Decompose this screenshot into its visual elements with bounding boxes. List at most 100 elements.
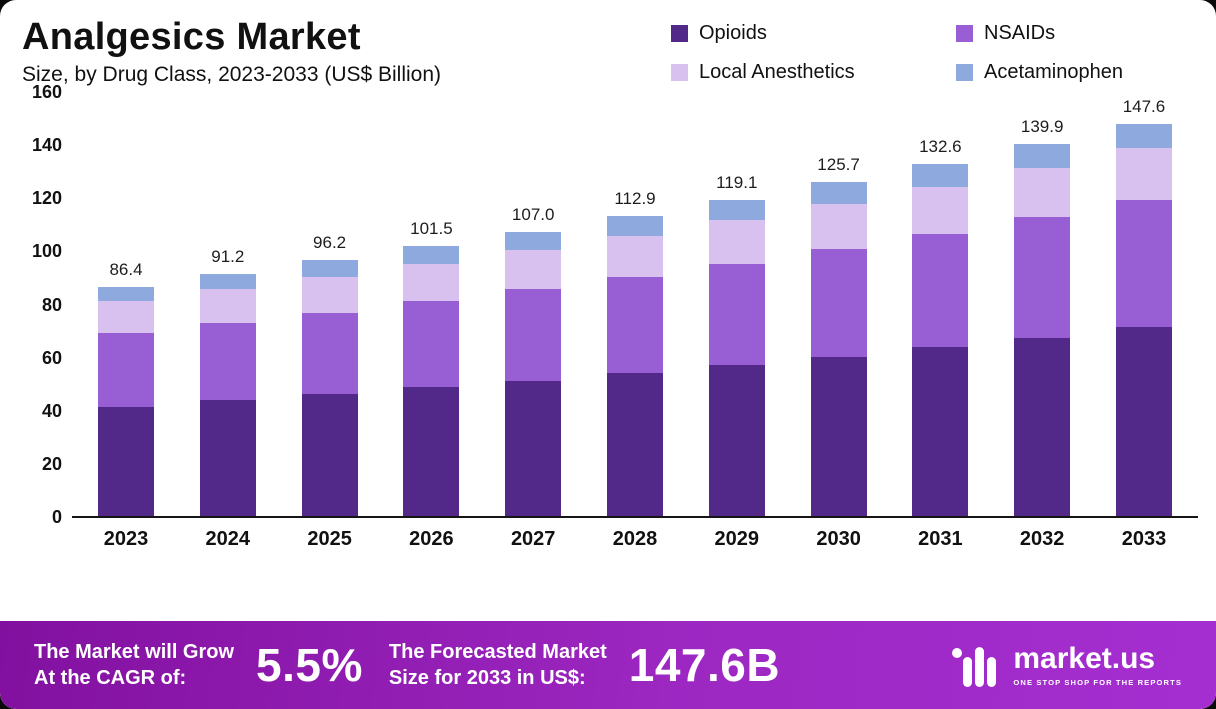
bar-stack	[98, 286, 154, 516]
bar-2025: 96.2	[301, 93, 358, 516]
forecast-label-line2: Size for 2033 in US$:	[388, 667, 586, 689]
bar-2026: 101.5	[403, 93, 460, 516]
y-tick-label: 20	[41, 453, 62, 474]
legend-item-acetaminophen: Acetaminophen	[956, 61, 1186, 84]
segment-local-anesthetics	[98, 300, 154, 333]
x-axis-label-2031: 2031	[918, 528, 963, 550]
x-axis-label-2030: 2030	[816, 528, 861, 550]
bar-2024: 91.2	[199, 93, 256, 516]
bar-stack	[606, 216, 663, 516]
segment-acetaminophen	[912, 163, 969, 187]
chart-title: Analgesics Market	[22, 16, 361, 58]
segment-local-anesthetics	[810, 203, 867, 250]
legend-item-local-anesthetics: Local Anesthetics	[671, 61, 916, 84]
segment-nsaids	[505, 288, 562, 381]
segment-local-anesthetics	[708, 220, 765, 264]
segment-opioids	[403, 387, 460, 516]
segment-local-anesthetics	[403, 263, 460, 301]
bar-stack	[810, 182, 867, 516]
x-axis-label-2026: 2026	[409, 528, 454, 550]
y-axis: 160 140 120 100 80 60 40 20 0	[14, 82, 72, 527]
segment-nsaids	[708, 263, 765, 365]
legend-item-nsaids: NSAIDs	[956, 22, 1186, 45]
stacked-bar-chart: 160 140 120 100 80 60 40 20 0 86.4 91.2 96.2 101.5 1…	[0, 82, 1216, 551]
segment-acetaminophen	[606, 216, 663, 236]
bar-stack	[1115, 123, 1172, 516]
segment-nsaids	[912, 234, 969, 348]
segment-acetaminophen	[810, 182, 867, 204]
legend-label: Acetaminophen	[984, 61, 1123, 83]
segment-nsaids	[1115, 199, 1172, 328]
segment-opioids	[199, 400, 256, 516]
legend-label: NSAIDs	[984, 22, 1056, 44]
bar-total-label: 86.4	[109, 259, 143, 279]
legend-label: Local Anesthetics	[699, 61, 855, 83]
bar-2029: 119.1	[708, 93, 765, 516]
y-tick-label: 80	[41, 294, 62, 315]
legend-swatch-opioids	[671, 25, 688, 42]
x-axis-label-2024: 2024	[205, 528, 251, 550]
segment-opioids	[1014, 338, 1071, 516]
segment-opioids	[1115, 327, 1172, 516]
segment-acetaminophen	[505, 231, 562, 251]
legend-swatch-nsaids	[956, 25, 973, 42]
segment-opioids	[708, 364, 765, 516]
bar-2030: 125.7	[810, 93, 867, 516]
y-tick-label: 0	[51, 507, 62, 527]
bar-stack	[199, 273, 256, 516]
legend: Opioids NSAIDs Local Anesthetics Acetaminop…	[671, 22, 1186, 84]
segment-acetaminophen	[403, 246, 460, 264]
y-tick-label: 120	[31, 188, 62, 209]
segment-nsaids	[199, 323, 256, 401]
bar-stack	[708, 199, 765, 516]
segment-nsaids	[1014, 217, 1071, 339]
y-tick-label: 60	[41, 347, 62, 368]
cagr-label-line2: At the CAGR of:	[34, 667, 187, 689]
segment-nsaids	[606, 276, 663, 373]
bar-2023: 86.4	[98, 93, 154, 516]
bar-2033: 147.6	[1115, 93, 1172, 516]
bar-stack	[403, 246, 460, 516]
bar-total-label: 147.6	[1122, 96, 1166, 116]
segment-nsaids	[403, 300, 460, 388]
x-axis-label-2029: 2029	[714, 528, 760, 550]
plot-area: 86.4 91.2 96.2 101.5 107.0 112.9 119.1 125.7 132…	[72, 93, 1198, 518]
marketus-logo-icon	[952, 647, 997, 687]
segment-acetaminophen	[1115, 123, 1172, 148]
title-block: Analgesics Market Size, by Drug Class, 2…	[22, 16, 441, 87]
bar-2031: 132.6	[912, 93, 969, 516]
legend-label: Opioids	[699, 22, 767, 44]
y-tick-label: 140	[31, 135, 62, 156]
segment-local-anesthetics	[912, 186, 969, 235]
segment-opioids	[606, 372, 663, 516]
y-tick-label: 160	[31, 82, 62, 102]
y-tick-label: 100	[31, 241, 62, 262]
cagr-label: The Market will Grow At the CAGR of:	[34, 639, 234, 691]
segment-nsaids	[301, 312, 358, 394]
segment-nsaids	[98, 332, 154, 408]
brand-tagline: ONE STOP SHOP FOR THE REPORTS	[1013, 677, 1182, 687]
segment-local-anesthetics	[1115, 147, 1172, 200]
bar-stack	[912, 163, 969, 516]
chart-header: Analgesics Market Size, by Drug Class, 2…	[0, 0, 1216, 87]
y-tick-label: 40	[41, 400, 62, 421]
x-axis-label-2025: 2025	[307, 528, 352, 550]
segment-acetaminophen	[98, 286, 154, 301]
bar-2028: 112.9	[606, 93, 663, 516]
bar-stack	[1014, 144, 1071, 516]
segment-acetaminophen	[301, 260, 358, 277]
forecast-label: The Forecasted Market Size for 2033 in U…	[389, 639, 607, 691]
segment-acetaminophen	[708, 199, 765, 221]
legend-swatch-acetaminophen	[956, 64, 973, 81]
segment-nsaids	[810, 249, 867, 357]
bar-total-label: 91.2	[211, 246, 245, 266]
legend-item-opioids: Opioids	[671, 22, 916, 45]
bar-total-label: 112.9	[614, 189, 656, 209]
forecast-label-line1: The Forecasted Market	[388, 641, 607, 663]
bar-total-label: 139.9	[1020, 117, 1064, 137]
segment-opioids	[912, 347, 969, 516]
segment-acetaminophen	[1014, 144, 1071, 169]
footer-banner: The Market will Grow At the CAGR of: 5.5…	[0, 621, 1216, 709]
segment-opioids	[98, 407, 154, 516]
